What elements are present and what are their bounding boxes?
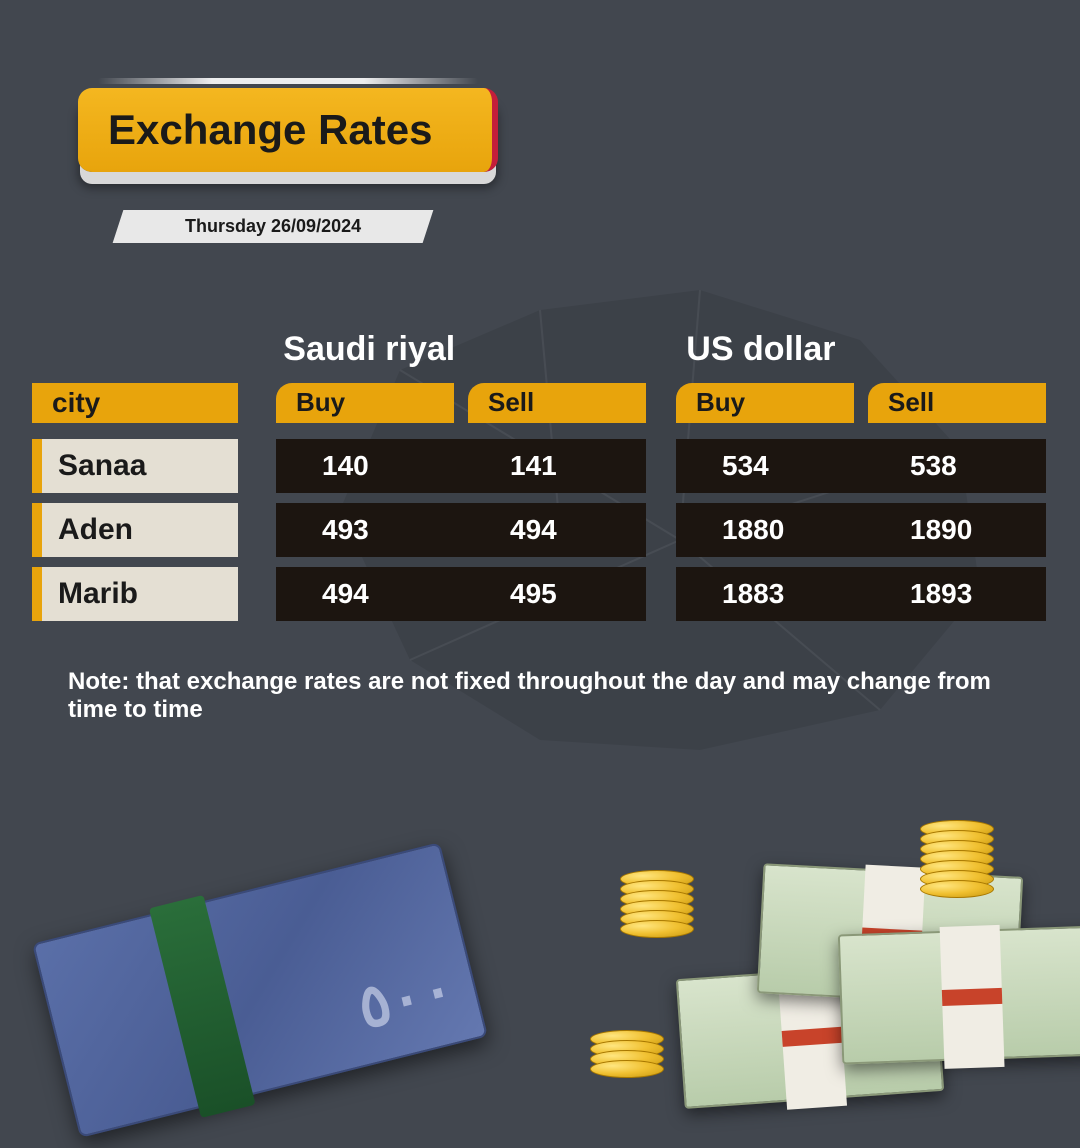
dollar-buy: 534 [676,450,864,482]
riyal-block: 140 141 [276,439,646,493]
title-block: Exchange Rates Thursday 26/09/2024 [78,88,498,243]
dollar-coins-art [560,790,1080,1110]
sell-header: Sell [468,383,646,423]
table-row: Sanaa 140 141 534 538 [32,439,1048,493]
currency-header-dollar: US dollar [672,330,1048,369]
buy-sell-header-row: city Buy Sell Buy Sell [32,383,1048,423]
riyal-sell: 495 [464,578,644,610]
title-shine [98,78,478,84]
buy-header: Buy [676,383,854,423]
riyal-banknote-art: ٥٠٠ [30,840,530,1120]
dollar-block: 1880 1890 [676,503,1046,557]
dollar-sell: 1890 [864,514,1044,546]
currency-header-riyal: Saudi riyal [269,330,645,369]
disclaimer-note: Note: that exchange rates are not fixed … [68,668,1028,724]
currency-header-row: Saudi riyal US dollar [32,330,1048,369]
city-cell: Marib [32,567,238,621]
dollar-sell: 538 [864,450,1044,482]
spacer [32,330,269,369]
city-cell: Aden [32,503,238,557]
riyal-sell: 141 [464,450,644,482]
riyal-sell: 494 [464,514,644,546]
sell-header: Sell [868,383,1046,423]
page-title: Exchange Rates [108,106,452,154]
dollar-block: 1883 1893 [676,567,1046,621]
riyal-block: 493 494 [276,503,646,557]
riyal-buy: 140 [276,450,464,482]
date-ribbon: Thursday 26/09/2024 [113,210,434,243]
riyal-block: 494 495 [276,567,646,621]
riyal-buy: 493 [276,514,464,546]
dollar-buy: 1883 [676,578,864,610]
table-row: Marib 494 495 1883 1893 [32,567,1048,621]
city-header: city [32,383,238,423]
date-text: Thursday 26/09/2024 [185,216,361,237]
buy-header: Buy [276,383,454,423]
riyal-buy: 494 [276,578,464,610]
dollar-sell: 1893 [864,578,1044,610]
dollar-buy: 1880 [676,514,864,546]
title-badge: Exchange Rates [78,88,498,172]
rates-table: Saudi riyal US dollar city Buy Sell Buy … [32,330,1048,631]
dollar-block: 534 538 [676,439,1046,493]
city-cell: Sanaa [32,439,238,493]
table-row: Aden 493 494 1880 1890 [32,503,1048,557]
